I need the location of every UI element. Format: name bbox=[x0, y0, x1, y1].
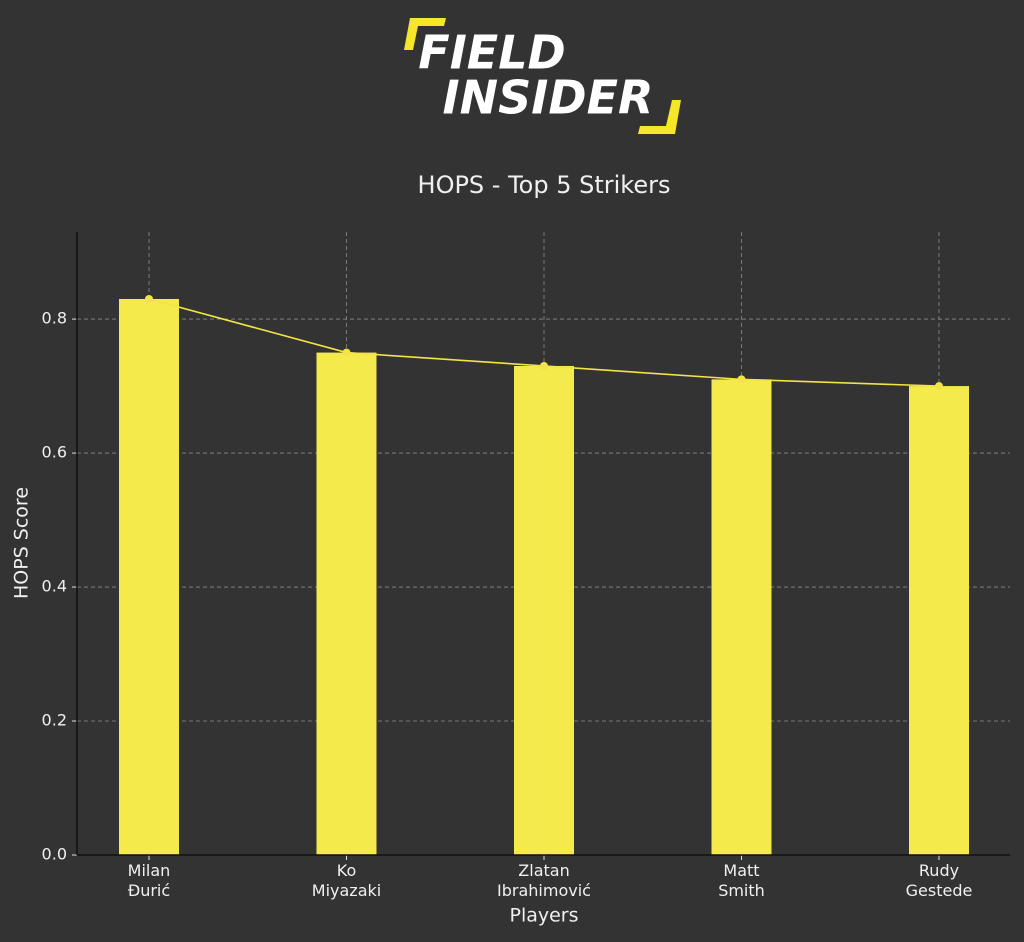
line-point bbox=[737, 375, 746, 384]
bar bbox=[316, 352, 377, 855]
line-point bbox=[145, 294, 153, 303]
y-tick-label: 0.0 bbox=[42, 845, 67, 864]
bar bbox=[711, 379, 772, 855]
y-tick-label: 0.2 bbox=[42, 711, 67, 730]
logo-bracket bbox=[404, 18, 446, 50]
logo-bracket bbox=[638, 100, 681, 134]
x-tick-label: Zlatan Ibrahimović bbox=[497, 861, 591, 900]
bar bbox=[909, 386, 969, 855]
y-tick-label: 0.4 bbox=[42, 577, 67, 596]
x-tick-label: Milan Đurić bbox=[128, 861, 171, 900]
x-tick-label: Ko Miyazaki bbox=[312, 861, 381, 900]
bar bbox=[514, 365, 574, 855]
logo-text: INSIDER bbox=[443, 71, 654, 125]
y-tick-label: 0.6 bbox=[42, 443, 67, 462]
y-axis-label: HOPS Score bbox=[11, 487, 33, 599]
line-point bbox=[540, 361, 548, 370]
logo-text: FIELD bbox=[418, 26, 565, 80]
x-tick-label: Rudy Gestede bbox=[906, 861, 973, 900]
y-tick-label: 0.8 bbox=[42, 309, 67, 328]
line-point bbox=[935, 382, 943, 391]
logo: FIELD INSIDER bbox=[404, 18, 681, 134]
x-tick-label: Matt Smith bbox=[718, 861, 765, 900]
x-axis-label: Players bbox=[509, 905, 578, 927]
chart-title: HOPS - Top 5 Strikers bbox=[418, 171, 671, 199]
bar bbox=[119, 298, 179, 855]
line-point bbox=[342, 348, 351, 357]
